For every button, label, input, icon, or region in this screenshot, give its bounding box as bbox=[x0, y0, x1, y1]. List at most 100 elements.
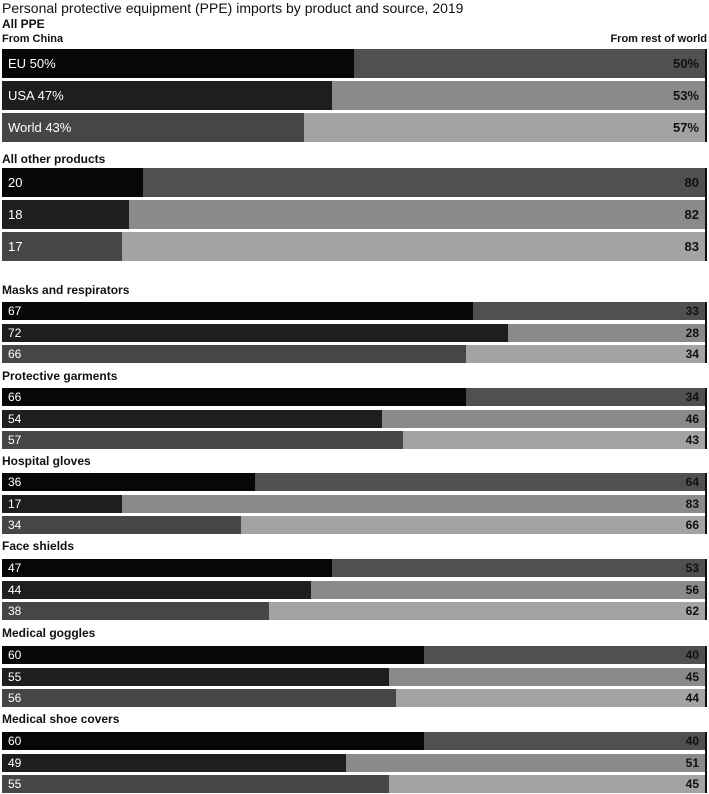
data-label-china: 34 bbox=[8, 518, 22, 532]
bar-from-rest-of-world bbox=[473, 302, 705, 320]
bar-from-rest-of-world bbox=[395, 689, 705, 707]
bar-from-rest-of-world bbox=[121, 232, 705, 261]
data-label-china: 55 bbox=[8, 669, 22, 684]
bar-row: 54 46 bbox=[2, 409, 705, 428]
bar-row: 72 28 bbox=[2, 323, 705, 342]
bar-from-china bbox=[2, 602, 270, 620]
right-edge-rule bbox=[705, 168, 707, 261]
group-label-medical-shoe-covers: Medical shoe covers bbox=[2, 712, 120, 726]
data-label-rest-of-world: 57% bbox=[672, 120, 699, 135]
bar-from-rest-of-world bbox=[465, 345, 705, 363]
bar-row: 55 45 bbox=[2, 667, 705, 686]
bar-from-rest-of-world bbox=[332, 81, 705, 110]
bar-row: 56 44 bbox=[2, 689, 705, 707]
data-label-rest-of-world: 51 bbox=[685, 755, 699, 770]
data-label-china: 44 bbox=[8, 582, 22, 597]
bar-from-china bbox=[2, 646, 424, 664]
data-label-china: 66 bbox=[8, 347, 22, 361]
data-label-china: 17 bbox=[8, 496, 22, 511]
bar-from-china bbox=[2, 559, 333, 577]
data-label-rest-of-world: 64 bbox=[685, 475, 699, 489]
bar-from-rest-of-world bbox=[269, 602, 705, 620]
data-label-rest-of-world: 45 bbox=[685, 669, 699, 684]
bar-from-china bbox=[2, 494, 122, 513]
bar-from-china bbox=[2, 345, 466, 363]
bar-from-china bbox=[2, 409, 382, 428]
data-label-china: 20 bbox=[8, 175, 23, 190]
bar-from-rest-of-world bbox=[423, 732, 705, 750]
bar-from-china bbox=[2, 431, 403, 449]
bar-row: 49 51 bbox=[2, 753, 705, 772]
bar-row: 17 83 bbox=[2, 232, 705, 261]
bar-from-china bbox=[2, 200, 129, 229]
bar-from-rest-of-world bbox=[465, 388, 705, 406]
bar-from-rest-of-world bbox=[381, 409, 705, 428]
bar-from-china bbox=[2, 49, 354, 78]
data-label-china: 72 bbox=[8, 325, 22, 340]
data-label-rest-of-world: 46 bbox=[685, 411, 699, 426]
chart-title: Personal protective equipment (PPE) impo… bbox=[2, 0, 464, 16]
right-edge-rule bbox=[705, 646, 707, 707]
bar-row: 17 83 bbox=[2, 494, 705, 513]
data-label-rest-of-world: 40 bbox=[685, 734, 699, 748]
data-label-rest-of-world: 43 bbox=[685, 433, 699, 447]
bar-from-rest-of-world bbox=[332, 559, 705, 577]
bar-row: 38 62 bbox=[2, 602, 705, 620]
bar-from-rest-of-world bbox=[388, 775, 705, 793]
bar-from-rest-of-world bbox=[388, 667, 705, 686]
data-label-china: USA 47% bbox=[8, 88, 64, 103]
right-edge-rule bbox=[705, 559, 707, 620]
right-edge-rule bbox=[705, 388, 707, 449]
bar-from-rest-of-world bbox=[508, 323, 705, 342]
bar-from-china bbox=[2, 113, 305, 142]
bar-from-china bbox=[2, 168, 143, 197]
data-label-china: EU 50% bbox=[8, 56, 56, 71]
bar-row: 66 34 bbox=[2, 388, 705, 406]
data-label-china: 49 bbox=[8, 755, 22, 770]
group-label-hospital-gloves: Hospital gloves bbox=[2, 454, 91, 468]
bar-row: 60 40 bbox=[2, 732, 705, 750]
data-label-china: 67 bbox=[8, 304, 22, 318]
bar-from-china bbox=[2, 473, 256, 491]
right-edge-rule bbox=[705, 49, 707, 142]
data-label-rest-of-world: 40 bbox=[685, 648, 699, 662]
bar-row: EU 50% 50% bbox=[2, 49, 705, 78]
data-label-rest-of-world: 44 bbox=[685, 691, 699, 705]
data-label-china: 57 bbox=[8, 433, 22, 447]
group-label-masks-and-respirators: Masks and respirators bbox=[2, 283, 130, 297]
data-label-china: 47 bbox=[8, 561, 22, 575]
bar-from-rest-of-world bbox=[304, 113, 705, 142]
right-edge-rule bbox=[705, 302, 707, 363]
bar-from-china bbox=[2, 775, 389, 793]
group-label-protective-garments: Protective garments bbox=[2, 369, 118, 383]
data-label-china: 55 bbox=[8, 777, 22, 791]
data-label-china: World 43% bbox=[8, 120, 72, 135]
data-label-china: 36 bbox=[8, 475, 22, 489]
data-label-rest-of-world: 80 bbox=[684, 175, 699, 190]
bar-from-rest-of-world bbox=[423, 646, 705, 664]
data-label-rest-of-world: 45 bbox=[685, 777, 699, 791]
bar-from-china bbox=[2, 81, 333, 110]
data-label-rest-of-world: 33 bbox=[685, 304, 699, 318]
bar-from-rest-of-world bbox=[121, 494, 705, 513]
bar-from-rest-of-world bbox=[353, 49, 705, 78]
bar-row: 18 82 bbox=[2, 200, 705, 229]
data-label-rest-of-world: 28 bbox=[685, 325, 699, 340]
bar-from-china bbox=[2, 689, 396, 707]
bar-from-rest-of-world bbox=[311, 580, 705, 599]
bar-from-china bbox=[2, 732, 424, 750]
bar-from-china bbox=[2, 388, 466, 406]
bar-from-rest-of-world bbox=[241, 516, 705, 534]
data-label-rest-of-world: 66 bbox=[685, 518, 699, 532]
bar-row: USA 47% 53% bbox=[2, 81, 705, 110]
bar-row: World 43% 57% bbox=[2, 113, 705, 142]
data-label-rest-of-world: 82 bbox=[684, 207, 699, 222]
data-label-china: 17 bbox=[8, 239, 23, 254]
bar-row: 66 34 bbox=[2, 345, 705, 363]
bar-from-rest-of-world bbox=[142, 168, 705, 197]
bar-from-rest-of-world bbox=[255, 473, 705, 491]
right-edge-rule bbox=[705, 473, 707, 534]
data-label-rest-of-world: 56 bbox=[685, 582, 699, 597]
legend-from-rest-of-world: From rest of world bbox=[610, 33, 707, 45]
bar-from-china bbox=[2, 667, 389, 686]
